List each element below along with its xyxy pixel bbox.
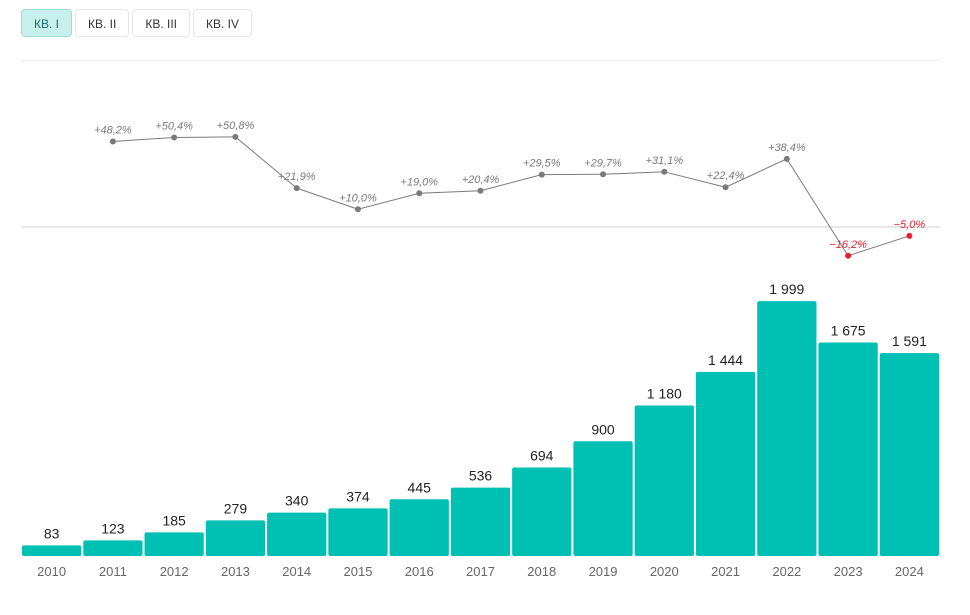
bar-2014 xyxy=(267,512,327,556)
bar-2017 xyxy=(450,487,511,556)
bar-2019 xyxy=(573,441,633,556)
bar-2016 xyxy=(389,499,449,556)
growth-line-segment xyxy=(419,190,481,194)
bar-value-label: 83 xyxy=(44,525,60,541)
growth-line-segment xyxy=(174,136,236,139)
bar-2013 xyxy=(205,520,266,556)
tab-q2[interactable]: КВ. II xyxy=(75,9,130,37)
bar-value-label: 123 xyxy=(101,520,125,536)
bar-value-label: 374 xyxy=(346,488,370,504)
growth-point-2014 xyxy=(293,185,300,192)
growth-label: +31,1% xyxy=(645,155,683,167)
bar-value-label: 1 180 xyxy=(647,386,682,402)
x-tick-label: 2024 xyxy=(895,564,924,579)
growth-line-segment xyxy=(847,235,910,257)
bar-value-label: 279 xyxy=(224,500,248,516)
growth-point-2023 xyxy=(845,252,852,259)
growth-line-segment xyxy=(235,136,298,189)
bar-value-label: 900 xyxy=(591,421,615,437)
bar-2022 xyxy=(757,301,817,556)
growth-point-2016 xyxy=(416,190,423,197)
bar-value-label: 1 591 xyxy=(892,333,927,349)
growth-point-2024 xyxy=(906,232,913,239)
growth-label: +38,4% xyxy=(768,142,806,154)
x-tick-label: 2017 xyxy=(466,564,495,579)
growth-point-2011 xyxy=(109,138,116,145)
growth-point-2019 xyxy=(600,171,607,178)
bar-2015 xyxy=(328,508,388,556)
growth-point-2018 xyxy=(538,171,545,178)
bar-2020 xyxy=(634,405,694,556)
bar-2018 xyxy=(512,467,572,556)
x-tick-label: 2022 xyxy=(772,564,801,579)
growth-label: +20,4% xyxy=(462,174,500,186)
growth-point-2015 xyxy=(354,206,361,213)
growth-line-segment xyxy=(296,187,359,210)
growth-line-segment xyxy=(112,137,175,142)
x-tick-label: 2013 xyxy=(221,564,250,579)
bar-value-label: 694 xyxy=(530,448,554,464)
x-tick-label: 2012 xyxy=(160,564,189,579)
bar-value-label: 536 xyxy=(469,468,493,484)
growth-label: +21,9% xyxy=(278,171,316,183)
growth-label: +29,5% xyxy=(523,158,561,170)
growth-label: +50,8% xyxy=(217,120,255,132)
growth-point-2022 xyxy=(783,155,790,162)
bar-value-label: 445 xyxy=(408,479,432,495)
tab-q3[interactable]: КВ. III xyxy=(132,9,191,37)
quarter-tabs: КВ. I КВ. II КВ. III КВ. IV xyxy=(21,9,253,37)
bar-value-label: 340 xyxy=(285,493,309,509)
bar-2023 xyxy=(818,342,878,556)
growth-label: −16,2% xyxy=(829,239,867,251)
growth-point-2017 xyxy=(477,187,484,194)
bar-value-label: 1 444 xyxy=(708,352,743,368)
tab-q1[interactable]: КВ. I xyxy=(21,9,72,37)
x-tick-label: 2021 xyxy=(711,564,740,579)
bar-value-label: 1 675 xyxy=(831,322,866,338)
bar-value-label: 185 xyxy=(162,512,186,528)
x-tick-label: 2023 xyxy=(834,564,863,579)
bar-2011 xyxy=(83,540,143,556)
growth-point-2021 xyxy=(722,184,729,191)
growth-line-segment xyxy=(725,158,788,188)
growth-line-segment xyxy=(664,171,726,188)
tab-q4[interactable]: КВ. IV xyxy=(193,9,253,37)
x-tick-label: 2019 xyxy=(589,564,618,579)
x-tick-label: 2016 xyxy=(405,564,434,579)
x-tick-label: 2015 xyxy=(344,564,373,579)
growth-label: +10,0% xyxy=(339,192,377,204)
x-tick-label: 2018 xyxy=(527,564,556,579)
bar-value-label: 1 999 xyxy=(769,281,804,297)
growth-label: +22,4% xyxy=(707,170,745,182)
bar-2012 xyxy=(144,532,204,556)
growth-line-segment xyxy=(357,192,420,210)
growth-point-2012 xyxy=(171,134,178,141)
growth-line-segment xyxy=(480,174,542,192)
bar-2010 xyxy=(22,545,82,556)
x-tick-label: 2011 xyxy=(99,564,127,579)
growth-label: +29,7% xyxy=(584,157,622,169)
x-tick-label: 2014 xyxy=(282,564,311,579)
header-divider xyxy=(21,60,940,61)
x-tick-label: 2020 xyxy=(650,564,679,579)
growth-label: +48,2% xyxy=(94,124,132,136)
growth-line-segment xyxy=(603,171,665,175)
bar-2021 xyxy=(695,371,756,556)
bar-2024 xyxy=(879,353,939,556)
growth-label: +19,0% xyxy=(400,176,438,188)
growth-point-2013 xyxy=(232,133,239,140)
growth-label: +50,4% xyxy=(155,121,193,133)
growth-line-segment xyxy=(786,158,849,257)
growth-point-2020 xyxy=(661,168,668,175)
x-tick-label: 2010 xyxy=(37,564,66,579)
growth-label: −5,0% xyxy=(894,219,926,231)
